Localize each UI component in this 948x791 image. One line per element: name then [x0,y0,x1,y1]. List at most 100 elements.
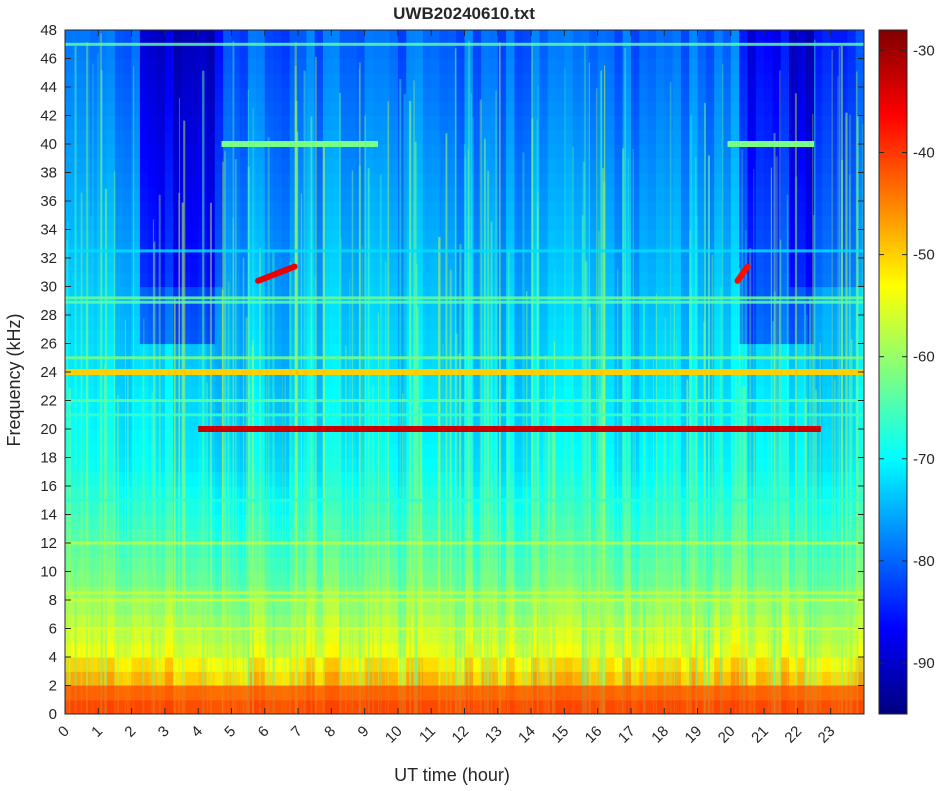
heatmap-cell [681,401,690,416]
heatmap-cell [273,201,282,216]
heatmap-cell [714,201,723,216]
heatmap-cell [523,101,532,116]
heatmap-cell [839,30,848,45]
heatmap-cell [856,44,865,59]
heatmap-cell [639,30,648,45]
heatmap-cell [132,671,141,686]
heatmap-cell [165,443,174,458]
heatmap-cell [664,116,673,131]
heatmap-cell [115,30,124,45]
heatmap-cell [731,515,740,530]
heatmap-cell [390,187,399,202]
heatmap-cell [781,572,790,587]
heatmap-cell [481,44,490,59]
heatmap-cell [506,101,515,116]
heatmap-cell [190,201,199,216]
heatmap-cell [598,30,607,45]
y-tick-label: 18 [40,450,57,467]
heatmap-cell [223,87,232,102]
heatmap-cell [489,73,498,88]
heatmap-cell [573,529,582,544]
chart-title: UWB20240610.txt [393,4,535,23]
heatmap-cell [539,344,548,359]
noise-streak [851,339,853,714]
heatmap-cell [240,73,249,88]
heatmap-cell [340,215,349,230]
heatmap-cell [415,44,424,59]
heatmap-cell [190,671,199,686]
heatmap-cell [723,600,732,615]
heatmap-cell [240,30,249,45]
heatmap-cell [781,187,790,202]
heatmap-cell [157,344,166,359]
heatmap-cell [340,187,349,202]
heatmap-cell [731,529,740,544]
heatmap-cell [331,315,340,330]
heatmap-cell [681,657,690,672]
heatmap-cell [456,215,465,230]
heatmap-cell [423,643,432,658]
heatmap-cell [190,87,199,102]
heatmap-cell [256,443,265,458]
heatmap-cell [140,73,149,88]
heatmap-cell [115,101,124,116]
heatmap-cell [731,59,740,74]
heatmap-cell [390,643,399,658]
heatmap-cell [165,657,174,672]
heatmap-cell [456,101,465,116]
heatmap-cell [606,614,615,629]
heatmap-cell [673,173,682,188]
heatmap-cell [564,215,573,230]
heatmap-cell [157,201,166,216]
noise-streak [776,156,778,714]
heatmap-cell [190,230,199,245]
heatmap-cell [756,272,765,287]
heatmap-cell [606,87,615,102]
heatmap-cell [656,44,665,59]
heatmap-cell [756,401,765,416]
heatmap-cell [115,344,124,359]
heatmap-cell [573,572,582,587]
noise-streak [749,248,751,714]
heatmap-cell [173,30,182,45]
heatmap-cell [206,30,215,45]
noise-streak [565,68,566,714]
heatmap-cell [556,201,565,216]
heatmap-cell [656,215,665,230]
heatmap-cell [65,158,74,173]
heatmap-cell [731,401,740,416]
heatmap-cell [639,272,648,287]
heatmap-cell [132,572,141,587]
heatmap-cell [706,144,715,159]
heatmap-cell [115,401,124,416]
heatmap-cell [756,344,765,359]
heatmap-cell [556,144,565,159]
heatmap-cell [781,500,790,515]
noise-streak [674,302,675,714]
noise-streak [259,248,260,714]
heatmap-cell [689,30,698,45]
heatmap-cell [331,543,340,558]
heatmap-cell [190,258,199,273]
noise-streak [491,222,493,714]
heatmap-cell [190,329,199,344]
heatmap-cell [606,543,615,558]
heatmap-cell [564,486,573,501]
heatmap-cell [331,643,340,658]
heatmap-cell [273,101,282,116]
heatmap-cell [348,44,357,59]
heatmap-cell [107,59,116,74]
heatmap-cell [606,486,615,501]
heatmap-cell [165,614,174,629]
heatmap-cell [132,116,141,131]
heatmap-cell [648,543,657,558]
heatmap-cell [648,87,657,102]
heatmap-cell [723,643,732,658]
noise-streak [665,318,667,714]
heatmap-cell [132,429,141,444]
heatmap-cell [606,443,615,458]
heatmap-cell [390,201,399,216]
heatmap-cell [806,73,815,88]
heatmap-cell [656,529,665,544]
heatmap-cell [390,30,399,45]
